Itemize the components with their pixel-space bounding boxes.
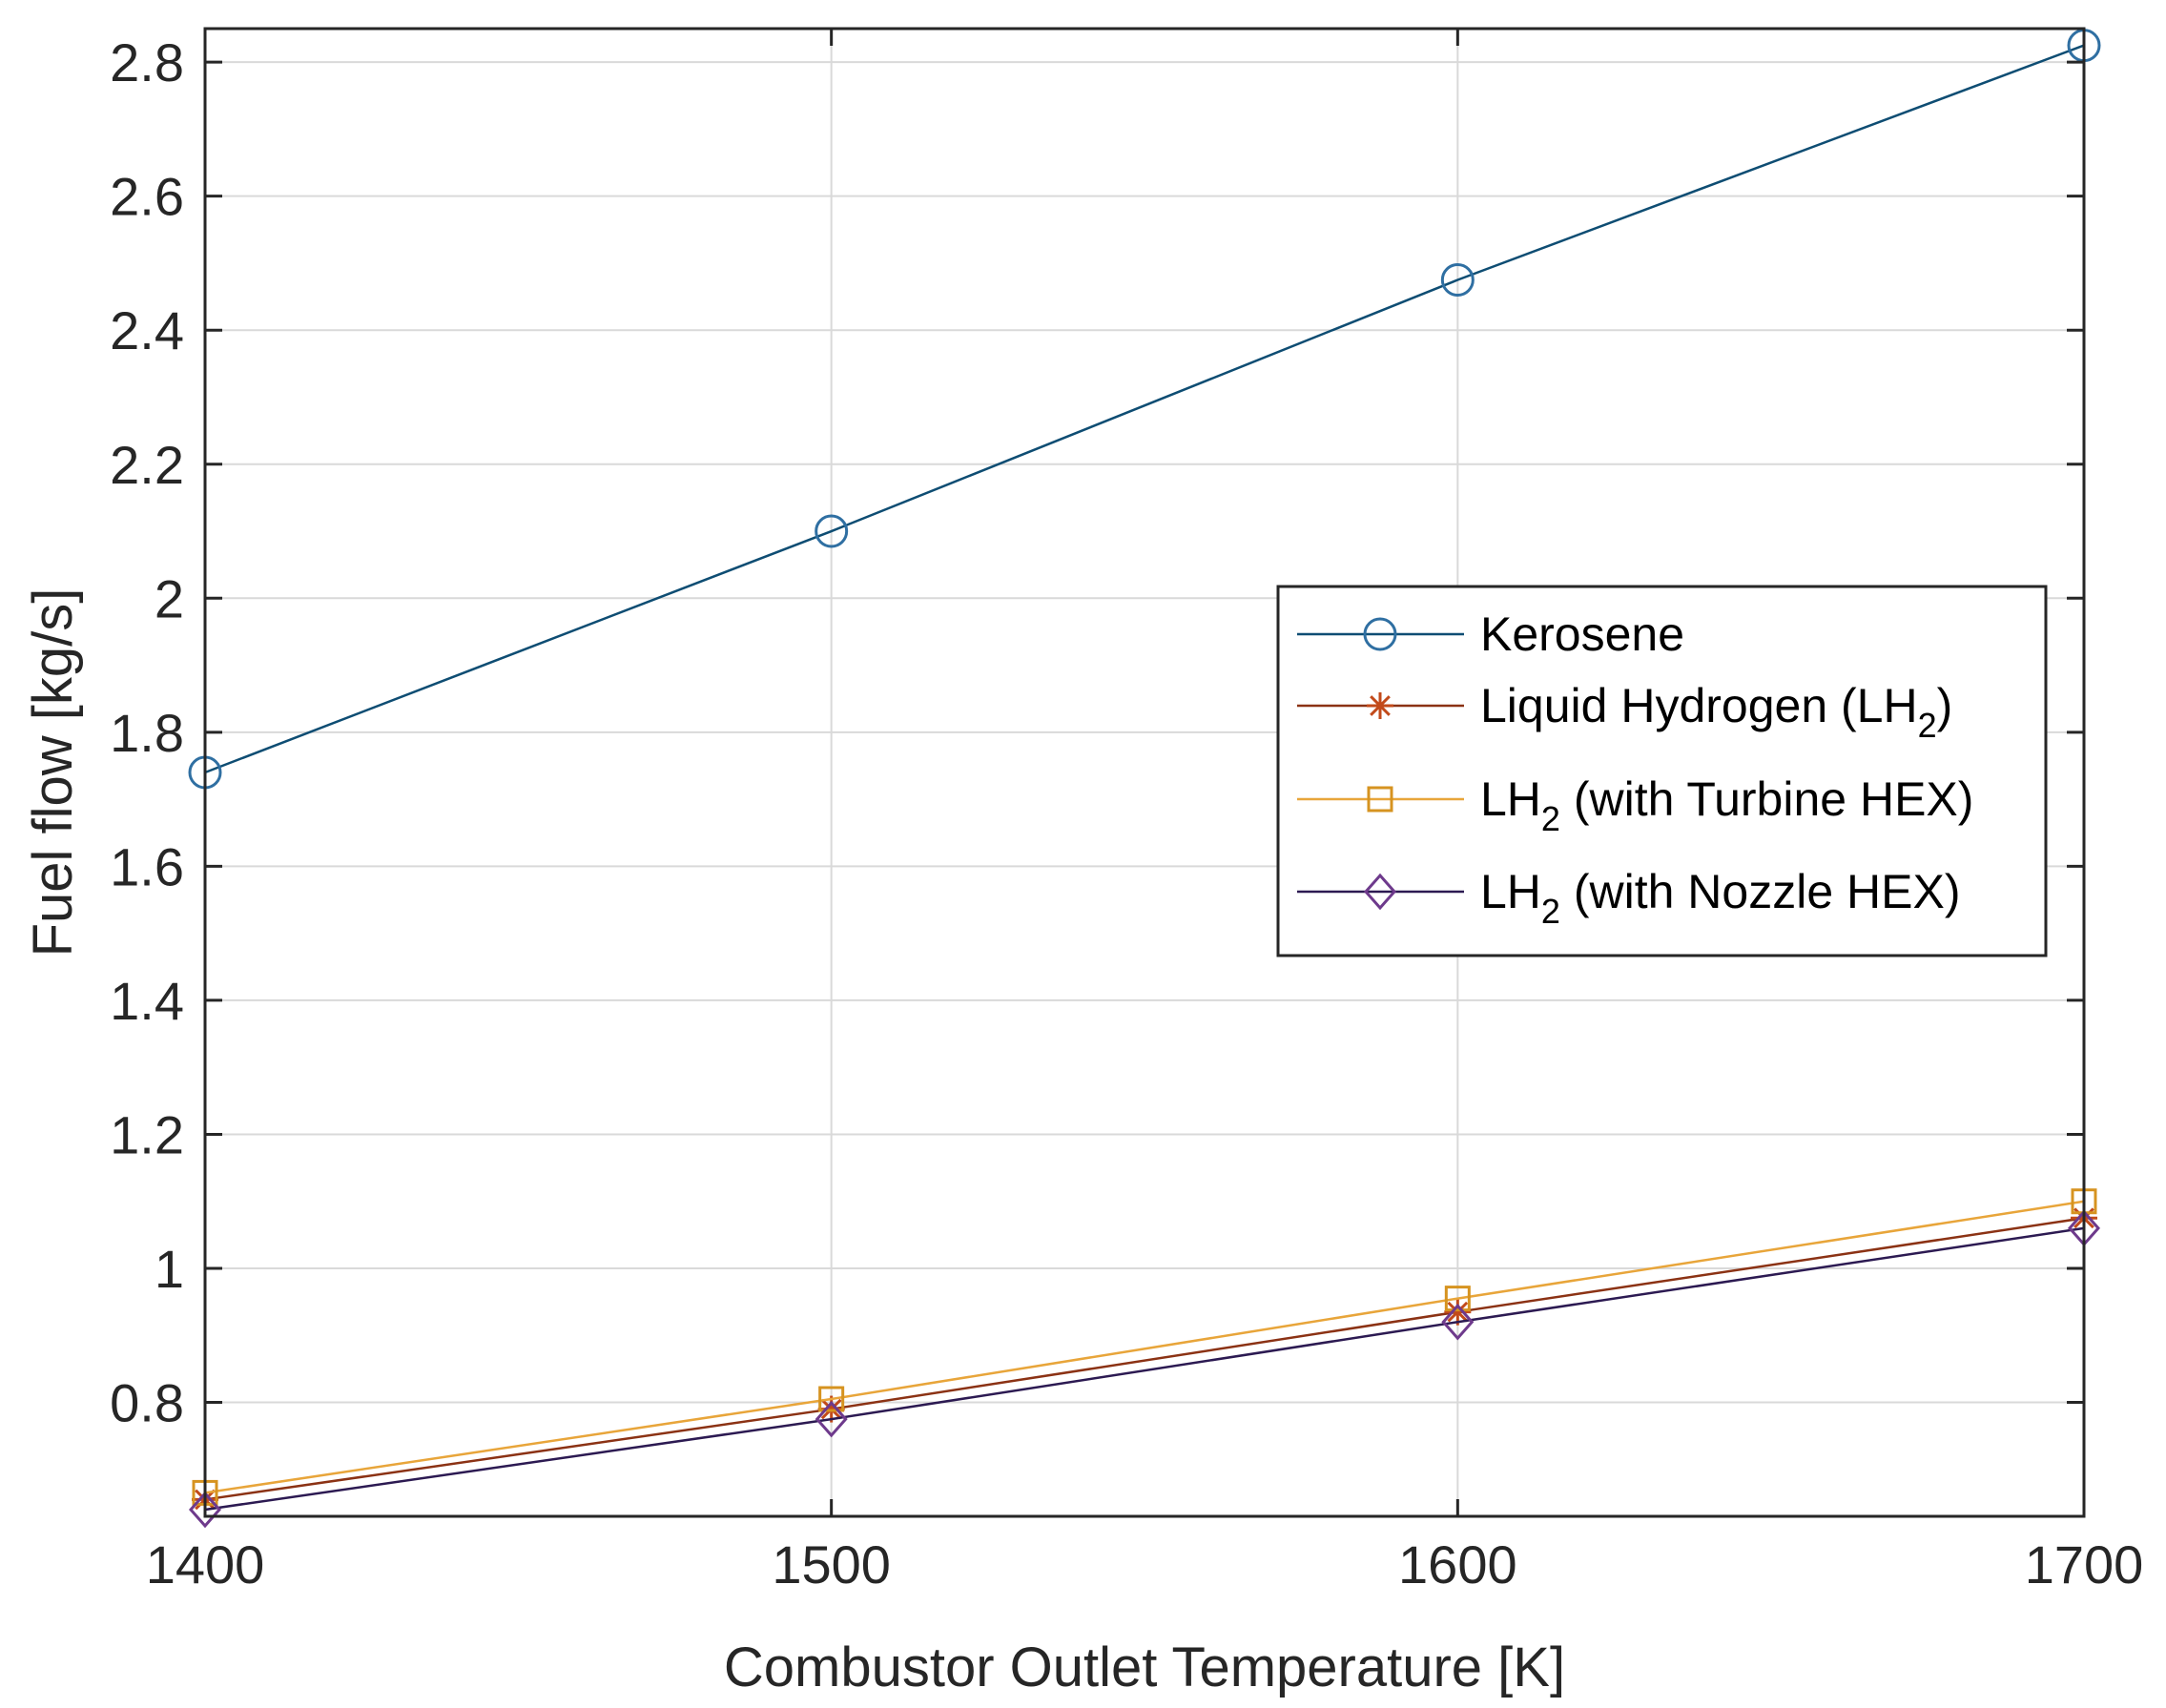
y-tick-label: 1.6: [110, 836, 184, 896]
data-point: [815, 514, 849, 548]
data-point: [1444, 1286, 1471, 1312]
legend-label: LH2 (with Turbine HEX): [1480, 772, 1973, 838]
legend-marker: [1363, 873, 1397, 911]
data-point: [188, 1491, 222, 1529]
y-tick-label: 2.2: [110, 435, 184, 495]
plot-frame: [203, 27, 2086, 1518]
x-tick-label: 1700: [2025, 1534, 2144, 1595]
x-tick-label: 1400: [146, 1534, 265, 1595]
data-point: [1441, 1303, 1475, 1341]
x-tick-label: 1500: [772, 1534, 891, 1595]
data-point: [1444, 1298, 1472, 1326]
y-tick-label: 2: [155, 568, 184, 628]
series-line: [204, 1226, 2085, 1512]
y-tick-label: 2.4: [110, 300, 184, 360]
y-axis-label: Fuel flow [kg/s]: [22, 588, 84, 957]
series-line: [204, 1200, 2085, 1494]
data-point: [818, 1386, 845, 1412]
data-point: [815, 1400, 848, 1438]
y-tick-label: 2.6: [110, 167, 184, 227]
y-tick-label: 0.8: [110, 1373, 184, 1433]
y-tick-label: 2.8: [110, 32, 184, 93]
legend-marker: [1367, 692, 1393, 719]
y-tick-label: 1: [155, 1239, 184, 1299]
legend-marker: [1363, 617, 1397, 651]
series-line: [204, 1217, 2085, 1501]
series-layer: [188, 29, 2101, 1529]
y-tick-label: 1.4: [110, 971, 184, 1031]
legend-label: Kerosene: [1480, 607, 1684, 661]
legend-entry: LH2 (with Turbine HEX): [1297, 772, 1973, 838]
y-tick-label: 1.8: [110, 703, 184, 763]
legend-entry: Liquid Hydrogen (LH2): [1297, 679, 1952, 745]
legend-label: Liquid Hydrogen (LH2): [1480, 679, 1952, 745]
legend: Kerosene Liquid Hydrogen (LH2) LH2 (with T…: [1276, 585, 2048, 957]
legend-entry: LH2 (with Nozzle HEX): [1297, 865, 1960, 931]
legend-label: LH2 (with Nozzle HEX): [1480, 865, 1960, 931]
data-point: [1440, 263, 1475, 298]
tick-labels: 1400 1500 1600 1700 0.8 1 1.2 1.4 1.6 1.8 2 2.2 2.4 2…: [110, 32, 2143, 1595]
ticks: [203, 29, 2086, 1516]
x-tick-label: 1600: [1398, 1534, 1517, 1595]
y-tick-label: 1.2: [110, 1104, 184, 1164]
x-axis-label: Combustor Outlet Temperature [K]: [724, 1636, 1565, 1698]
legend-marker: [1367, 786, 1393, 813]
legend-entry: Kerosene: [1297, 607, 1684, 661]
legend-box: [1276, 585, 2048, 957]
series-line: [204, 44, 2085, 774]
